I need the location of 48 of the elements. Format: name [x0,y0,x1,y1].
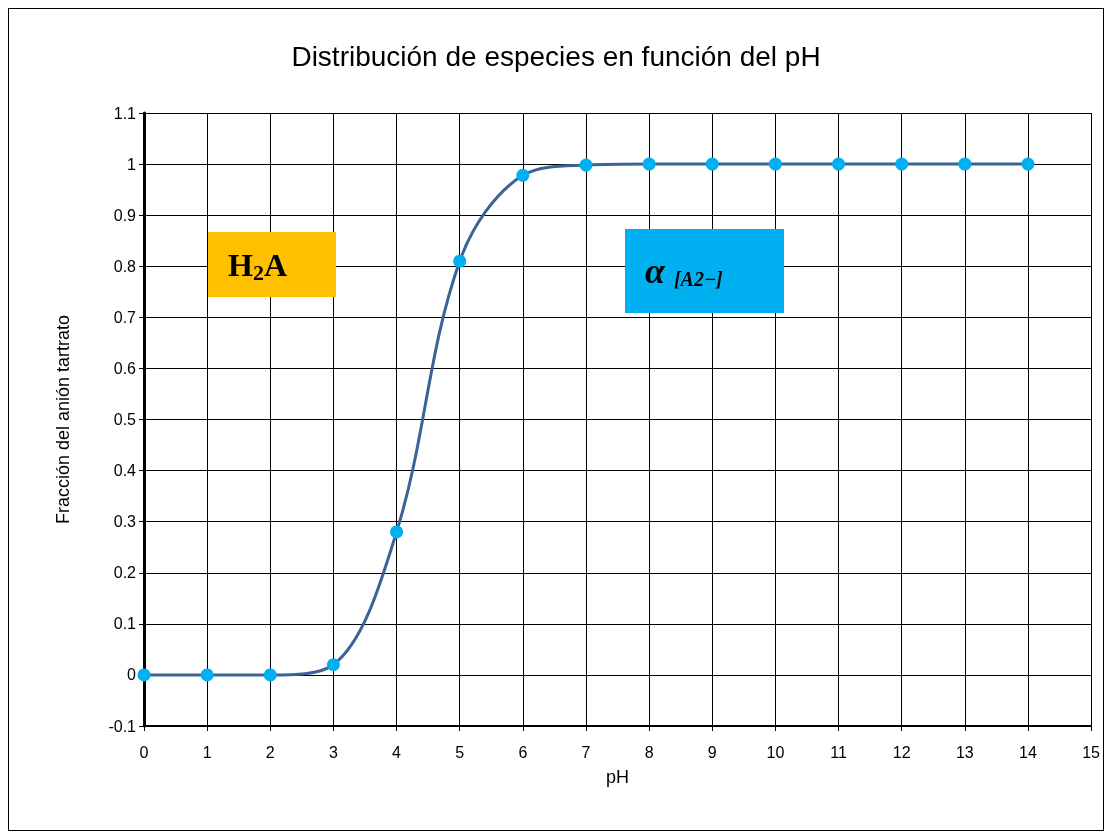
y-tick-label: 0.6 [113,359,137,377]
y-tick-label: 0.7 [113,308,137,326]
point [137,668,151,682]
x-tick-label: 5 [455,743,465,761]
point [390,525,404,539]
point [832,157,846,171]
x-axis-title: pH [606,767,630,787]
x-tick-label: 0 [139,743,149,761]
point [768,157,782,171]
point [200,668,214,682]
x-tick-label: 6 [518,743,528,761]
point [326,658,340,672]
annotation: α [A2−] [645,251,724,291]
point [1021,157,1035,171]
point [579,158,593,172]
point [705,157,719,171]
y-tick-label: 1 [127,155,137,173]
y-tick-label: 0.5 [113,411,137,428]
x-tick-label: 8 [644,743,654,761]
chart-title: Distribución de especies en función del pH [291,40,821,72]
y-tick-label: 0.2 [113,564,137,582]
x-tick-label: 13 [955,743,974,761]
point [516,168,530,182]
x-tick-label: 4 [392,743,402,761]
y-tick-label: -0.1 [108,717,137,735]
x-tick-label: 11 [830,743,847,761]
x-tick-label: 9 [707,743,717,761]
point [263,668,277,682]
x-tick-label: 1 [202,743,212,761]
point [958,157,972,171]
x-tick-label: 14 [1019,743,1037,761]
x-tick-label: 2 [265,743,275,761]
point [895,157,909,171]
y-tick-label: 0.3 [113,513,137,531]
y-tick-label: 0.8 [113,257,137,275]
y-tick-label: 0 [127,666,137,684]
y-tick-label: 0.4 [113,462,137,480]
point [642,157,656,171]
point [453,254,467,268]
x-tick-label: 15 [1082,743,1101,761]
y-tick-label: 0.9 [113,206,137,224]
x-tick-label: 3 [328,743,338,761]
y-tick-label: 0.1 [113,615,137,633]
x-tick-label: 12 [892,743,911,761]
y-axis-title: Fracción del anión tartrato [53,314,73,525]
y-tick-label: 1.1 [113,104,137,122]
x-tick-label: 7 [581,743,591,761]
x-tick-label: 10 [766,743,785,761]
